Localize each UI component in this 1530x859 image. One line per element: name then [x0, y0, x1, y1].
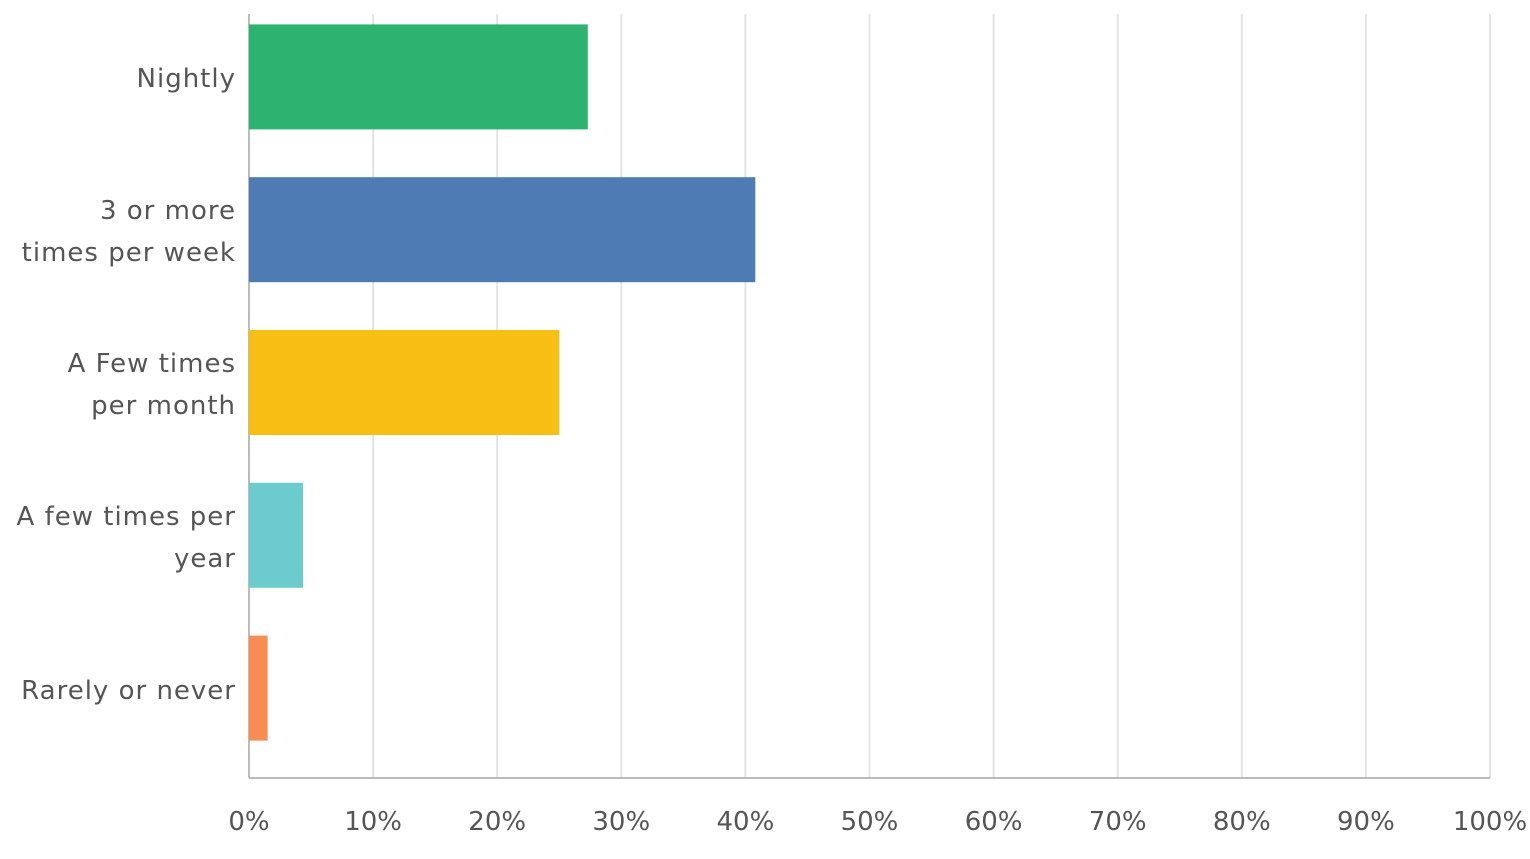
bar: [249, 635, 268, 741]
bar: [249, 482, 303, 588]
x-tick-label: 0%: [228, 807, 269, 837]
bar: [249, 177, 756, 283]
bar: [249, 330, 560, 435]
x-tick-label: 60%: [965, 807, 1023, 837]
y-tick-label: A few times per year: [16, 501, 236, 574]
x-tick-label: 70%: [1089, 807, 1147, 837]
y-tick-label: A Few times per month: [67, 349, 236, 421]
x-tick-label: 80%: [1213, 807, 1271, 837]
y-tick-label: Nightly: [136, 64, 236, 95]
x-tick-label: 90%: [1337, 807, 1395, 837]
y-tick-label: 3 or more times per week: [21, 196, 236, 269]
x-tick-label: 30%: [592, 807, 650, 837]
x-tick-label: 20%: [468, 807, 526, 837]
bar: [249, 24, 588, 130]
x-tick-label: 50%: [841, 807, 899, 837]
x-tick-label: 100%: [1453, 807, 1527, 837]
x-tick-label: 40%: [717, 807, 775, 837]
y-tick-label: Rarely or never: [21, 675, 236, 706]
x-tick-label: 10%: [344, 807, 402, 837]
